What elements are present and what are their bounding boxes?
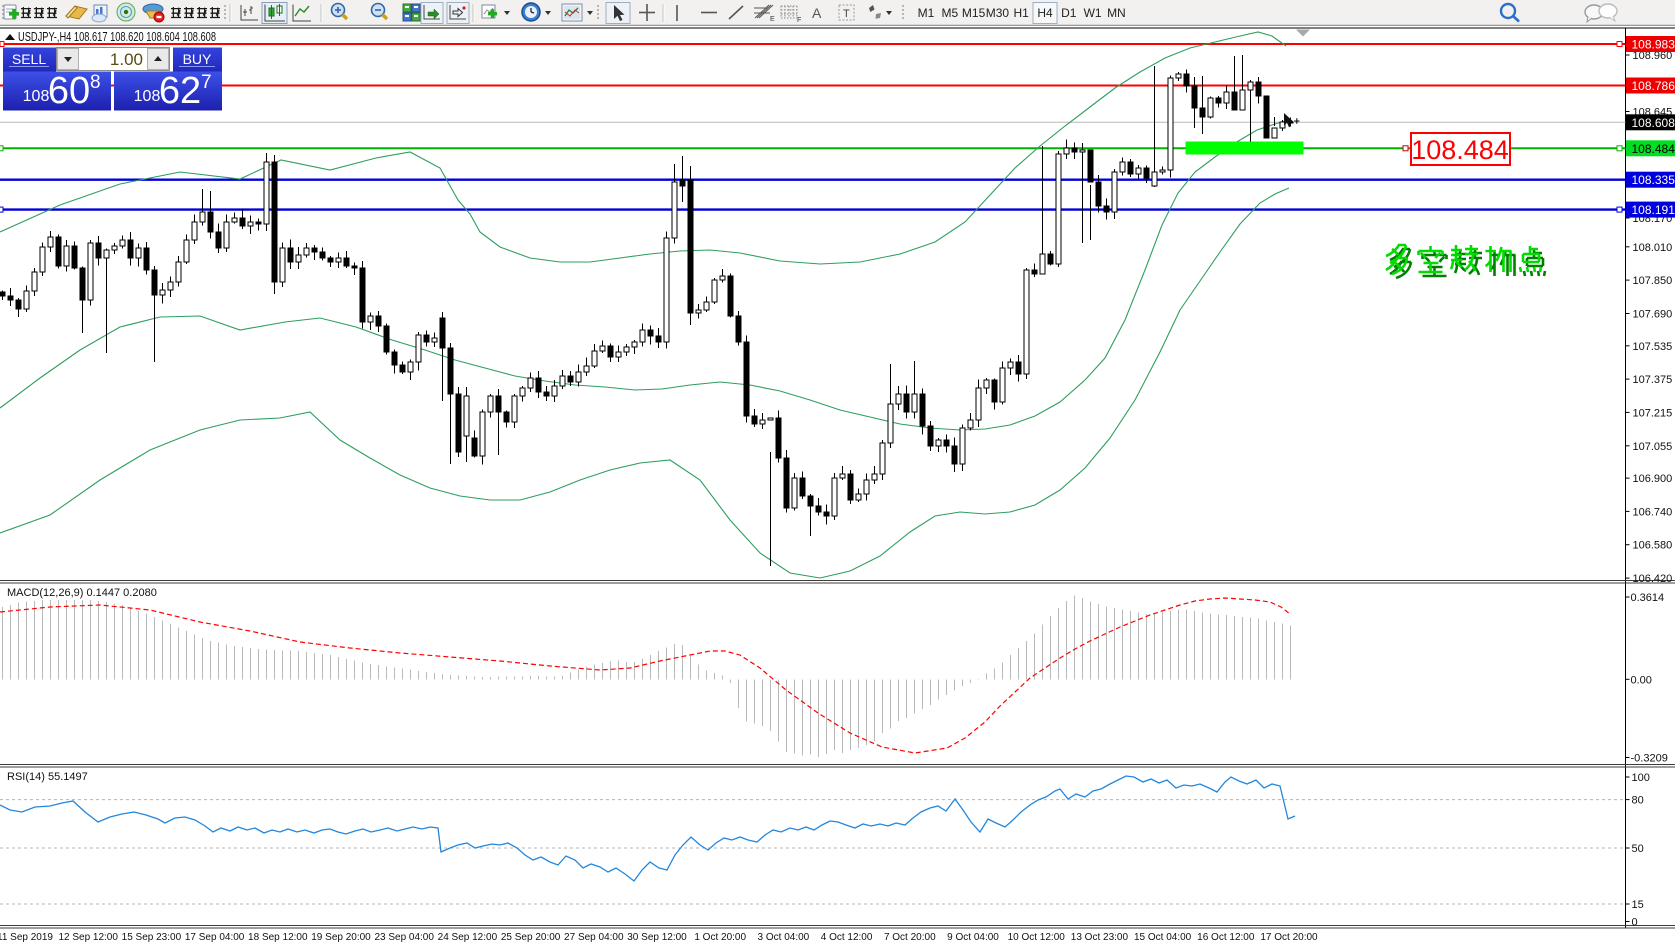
svg-text:M5: M5 [941, 6, 958, 20]
svg-text:19 Sep 20:00: 19 Sep 20:00 [311, 932, 371, 943]
svg-text:BUY: BUY [183, 51, 212, 67]
svg-text:108: 108 [23, 88, 50, 105]
svg-text:MACD(12,26,9) 0.1447 0.2080: MACD(12,26,9) 0.1447 0.2080 [7, 587, 157, 599]
svg-text:80: 80 [1632, 795, 1644, 807]
svg-text:60: 60 [48, 70, 90, 112]
svg-text:107.535: 107.535 [1633, 341, 1673, 353]
svg-text:30 Sep 12:00: 30 Sep 12:00 [627, 932, 687, 943]
svg-text:50: 50 [1632, 843, 1644, 855]
svg-text:107.215: 107.215 [1633, 407, 1673, 419]
svg-text:108.484: 108.484 [1411, 135, 1509, 165]
svg-text:107.690: 107.690 [1633, 309, 1673, 321]
svg-text:106.580: 106.580 [1633, 540, 1673, 552]
svg-text:4 Oct 12:00: 4 Oct 12:00 [821, 932, 873, 943]
svg-text:F: F [797, 17, 801, 24]
svg-text:106.740: 106.740 [1633, 506, 1673, 518]
svg-text:7: 7 [201, 72, 212, 93]
svg-text:W1: W1 [1084, 6, 1102, 20]
svg-text:H1: H1 [1014, 6, 1030, 20]
svg-text:108.960: 108.960 [1633, 50, 1673, 62]
svg-text:15 Oct 04:00: 15 Oct 04:00 [1134, 932, 1192, 943]
svg-text:108.786: 108.786 [1632, 79, 1675, 93]
svg-text:E: E [770, 16, 775, 23]
svg-text:13 Oct 23:00: 13 Oct 23:00 [1071, 932, 1129, 943]
svg-text:D1: D1 [1061, 6, 1077, 20]
svg-text:107.850: 107.850 [1633, 275, 1673, 287]
svg-text:1.00: 1.00 [110, 50, 143, 69]
svg-text:1 Oct 20:00: 1 Oct 20:00 [694, 932, 746, 943]
svg-text:0.00: 0.00 [1631, 674, 1652, 686]
svg-text:12 Sep 12:00: 12 Sep 12:00 [58, 932, 118, 943]
svg-text:108: 108 [134, 88, 161, 105]
svg-text:25 Sep 20:00: 25 Sep 20:00 [501, 932, 561, 943]
svg-text:15 Sep 23:00: 15 Sep 23:00 [122, 932, 182, 943]
svg-text:108.608: 108.608 [1632, 116, 1675, 130]
svg-text:27 Sep 04:00: 27 Sep 04:00 [564, 932, 624, 943]
svg-text:108.010: 108.010 [1633, 242, 1673, 254]
svg-text:23 Sep 04:00: 23 Sep 04:00 [374, 932, 434, 943]
svg-text:0: 0 [1632, 917, 1638, 929]
svg-text:MN: MN [1107, 6, 1126, 20]
svg-text:108.484: 108.484 [1632, 142, 1675, 156]
svg-text:M15: M15 [962, 6, 986, 20]
svg-text:A: A [812, 5, 822, 21]
svg-text:107.375: 107.375 [1633, 374, 1673, 386]
svg-text:3 Oct 04:00: 3 Oct 04:00 [758, 932, 810, 943]
svg-text:15: 15 [1632, 899, 1644, 911]
svg-text:9 Oct 04:00: 9 Oct 04:00 [947, 932, 999, 943]
svg-text:10 Oct 12:00: 10 Oct 12:00 [1008, 932, 1066, 943]
svg-text:108.335: 108.335 [1632, 173, 1675, 187]
svg-text:H4: H4 [1037, 6, 1053, 20]
svg-text:-0.3209: -0.3209 [1631, 753, 1668, 765]
svg-text:M30: M30 [986, 6, 1010, 20]
svg-text:SELL: SELL [12, 51, 46, 67]
svg-text:24 Sep 12:00: 24 Sep 12:00 [438, 932, 498, 943]
svg-text:T: T [843, 8, 850, 20]
svg-text:17 Oct 20:00: 17 Oct 20:00 [1260, 932, 1318, 943]
svg-text:106.900: 106.900 [1633, 473, 1673, 485]
svg-text:7 Oct 20:00: 7 Oct 20:00 [884, 932, 936, 943]
svg-text:0.3614: 0.3614 [1631, 592, 1665, 604]
svg-text:106.420: 106.420 [1633, 573, 1673, 585]
svg-text:108.191: 108.191 [1632, 203, 1675, 217]
svg-text:8: 8 [90, 72, 101, 93]
svg-text:18 Sep 12:00: 18 Sep 12:00 [248, 932, 308, 943]
svg-text:USDJPY-,H4 108.617 108.620 10: USDJPY-,H4 108.617 108.620 108.604 108.6… [18, 30, 216, 44]
svg-text:100: 100 [1632, 772, 1650, 784]
svg-text:107.055: 107.055 [1633, 441, 1673, 453]
svg-text:RSI(14) 55.1497: RSI(14) 55.1497 [7, 771, 88, 783]
svg-text:17 Sep 04:00: 17 Sep 04:00 [185, 932, 245, 943]
svg-text:62: 62 [159, 70, 201, 112]
svg-text:16 Oct 12:00: 16 Oct 12:00 [1197, 932, 1255, 943]
svg-text:M1: M1 [918, 6, 935, 20]
svg-text:11 Sep 2019: 11 Sep 2019 [0, 932, 53, 943]
svg-text:108.983: 108.983 [1632, 38, 1675, 52]
